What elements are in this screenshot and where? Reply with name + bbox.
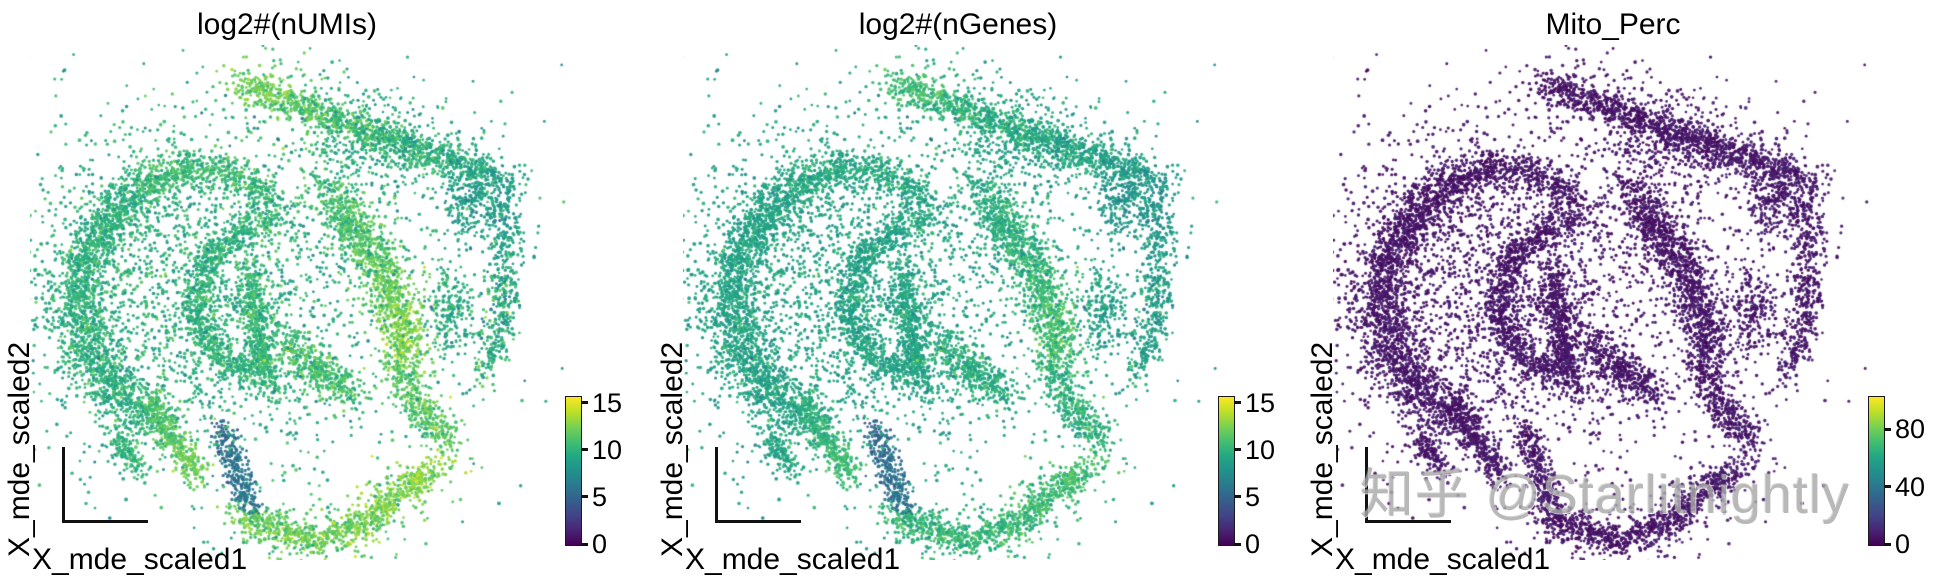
colorbar-tick-label: 80	[1895, 414, 1926, 445]
colorbar-mito	[1868, 396, 1885, 546]
panel-title-ngenes: log2#(nGenes)	[858, 8, 1058, 41]
colorbar-tick	[581, 542, 588, 546]
colorbar-tick	[581, 401, 588, 405]
colorbar-tick-label: 10	[592, 434, 623, 465]
colorbar-tick	[1234, 495, 1241, 499]
colorbar-tick-label: 0	[592, 529, 608, 559]
axis-corner-2	[715, 447, 801, 523]
y-axis-label-1: X_mde_scaled2	[3, 341, 36, 557]
watermark: 知乎 @Starlitnightly	[1360, 465, 1850, 525]
scatter-plot-numis	[30, 45, 570, 560]
colorbar-tick	[1234, 401, 1241, 405]
panel-title-numis: log2#(nUMIs)	[196, 8, 378, 41]
colorbar-tick	[1884, 427, 1891, 431]
colorbar-numis	[565, 396, 582, 546]
colorbar-tick-label: 5	[1245, 481, 1261, 512]
panel-title-mito: Mito_Perc	[1545, 8, 1681, 41]
axis-corner-1	[62, 447, 148, 523]
x-axis-label-1: X_mde_scaled1	[32, 543, 248, 576]
colorbar-tick	[1234, 542, 1241, 546]
scatter-plot-ngenes	[683, 45, 1223, 560]
colorbar-tick-label: 10	[1245, 434, 1276, 465]
axis-corner-3	[1365, 447, 1451, 523]
colorbar-tick-label: 15	[1245, 387, 1276, 418]
colorbar-tick-label: 0	[1895, 529, 1911, 559]
colorbar-ngenes	[1218, 396, 1235, 546]
colorbar-tick	[1234, 448, 1241, 452]
scatter-plot-mito	[1333, 45, 1873, 560]
colorbar-tick-label: 0	[1245, 529, 1261, 559]
colorbar-tick-label: 40	[1895, 471, 1926, 502]
colorbar-tick	[581, 448, 588, 452]
x-axis-label-2: X_mde_scaled1	[685, 543, 901, 576]
x-axis-label-3: X_mde_scaled1	[1335, 543, 1551, 576]
colorbar-tick	[581, 495, 588, 499]
colorbar-tick	[1884, 485, 1891, 489]
colorbar-tick-label: 15	[592, 387, 623, 418]
colorbar-tick-label: 5	[592, 481, 608, 512]
colorbar-tick	[1884, 542, 1891, 546]
